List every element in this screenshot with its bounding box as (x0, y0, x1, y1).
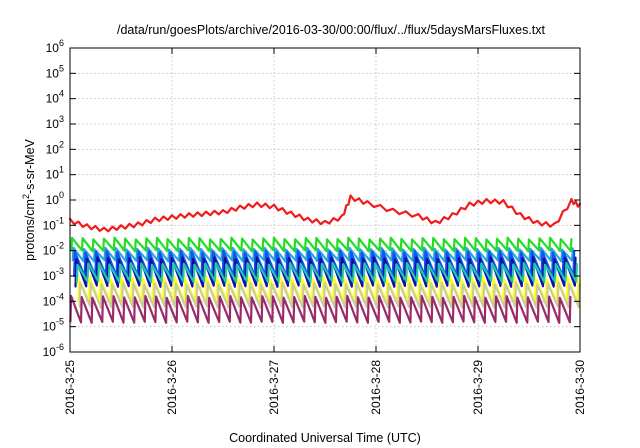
y-tick-label: 10-3 (43, 266, 64, 283)
series-line (68, 194, 582, 233)
y-tick-base: 10 (43, 244, 57, 258)
y-tick-base: 10 (43, 345, 57, 359)
chart-title: /data/run/goesPlots/archive/2016-03-30/0… (117, 23, 546, 37)
y-tick-label: 103 (46, 114, 64, 131)
y-tick-exponent: 6 (59, 38, 64, 48)
y-tick-base: 10 (46, 193, 60, 207)
y-tick-exponent: 1 (59, 165, 64, 175)
x-tick-label: 2016-3-25 (63, 360, 77, 415)
y-axis: 10610510410310210110010-110-210-310-410-… (43, 38, 580, 359)
y-axis-title-superscript: 2 (21, 194, 31, 199)
series-line (75, 261, 578, 284)
y-tick-label: 101 (46, 165, 64, 182)
y-axis-title-prefix: protons/cm (23, 199, 37, 261)
y-tick-exponent: -4 (56, 291, 64, 301)
y-tick-label: 10-5 (43, 317, 64, 334)
y-tick-base: 10 (46, 117, 60, 131)
y-tick-base: 10 (46, 168, 60, 182)
x-tick-label: 2016-3-30 (573, 360, 587, 415)
y-tick-label: 10-2 (43, 241, 64, 258)
x-tick-label: 2016-3-28 (369, 360, 383, 415)
y-tick-exponent: 3 (59, 114, 64, 124)
series-line (70, 236, 573, 253)
y-tick-exponent: -6 (56, 342, 64, 352)
y-tick-base: 10 (43, 218, 57, 232)
y-tick-label: 10-6 (43, 342, 64, 359)
y-axis-title: protons/cm2-s-sr-MeV (21, 138, 37, 260)
x-tick-label: 2016-3-26 (165, 360, 179, 415)
y-tick-label: 100 (46, 190, 64, 207)
y-tick-exponent: -2 (56, 241, 64, 251)
series-line (78, 281, 581, 309)
y-tick-label: 106 (46, 38, 64, 55)
y-tick-label: 10-1 (43, 215, 64, 232)
y-tick-exponent: 0 (59, 190, 64, 200)
y-axis-title-suffix: -s-sr-MeV (23, 138, 37, 194)
y-tick-label: 104 (46, 89, 64, 106)
y-tick-exponent: -1 (56, 215, 64, 225)
y-tick-exponent: 4 (59, 89, 64, 99)
y-tick-exponent: 2 (59, 139, 64, 149)
y-tick-exponent: -3 (56, 266, 64, 276)
x-tick-label: 2016-3-29 (471, 360, 485, 415)
y-tick-base: 10 (43, 320, 57, 334)
series-line (69, 294, 572, 324)
y-tick-base: 10 (43, 269, 57, 283)
y-tick-exponent: -5 (56, 317, 64, 327)
y-tick-base: 10 (46, 41, 60, 55)
x-axis-title: Coordinated Universal Time (UTC) (229, 431, 421, 445)
y-tick-exponent: 5 (59, 63, 64, 73)
y-tick-label: 10-4 (43, 291, 64, 308)
x-axis: 2016-3-25 2016-3-26 2016-3-27 2016-3-28 2016… (63, 48, 587, 415)
y-tick-label: 105 (46, 63, 64, 80)
y-tick-base: 10 (46, 66, 60, 80)
y-tick-label: 102 (46, 139, 64, 156)
series-group (68, 194, 582, 324)
x-tick-label: 2016-3-27 (267, 360, 281, 415)
y-tick-base: 10 (46, 142, 60, 156)
y-tick-base: 10 (46, 92, 60, 106)
y-tick-base: 10 (43, 294, 57, 308)
